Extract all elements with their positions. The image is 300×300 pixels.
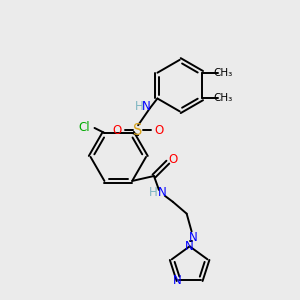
Text: O: O — [154, 124, 164, 137]
Text: CH₃: CH₃ — [213, 68, 232, 78]
Text: N: N — [141, 100, 150, 113]
Text: Cl: Cl — [79, 122, 90, 134]
Text: O: O — [168, 153, 177, 166]
Text: N: N — [173, 274, 182, 287]
Text: N: N — [158, 186, 166, 199]
Text: H: H — [148, 186, 157, 199]
Text: N: N — [189, 231, 198, 244]
Text: O: O — [113, 124, 122, 137]
Text: H: H — [134, 100, 143, 113]
Text: N: N — [185, 240, 194, 253]
Text: S: S — [134, 123, 143, 138]
Text: CH₃: CH₃ — [213, 94, 232, 103]
